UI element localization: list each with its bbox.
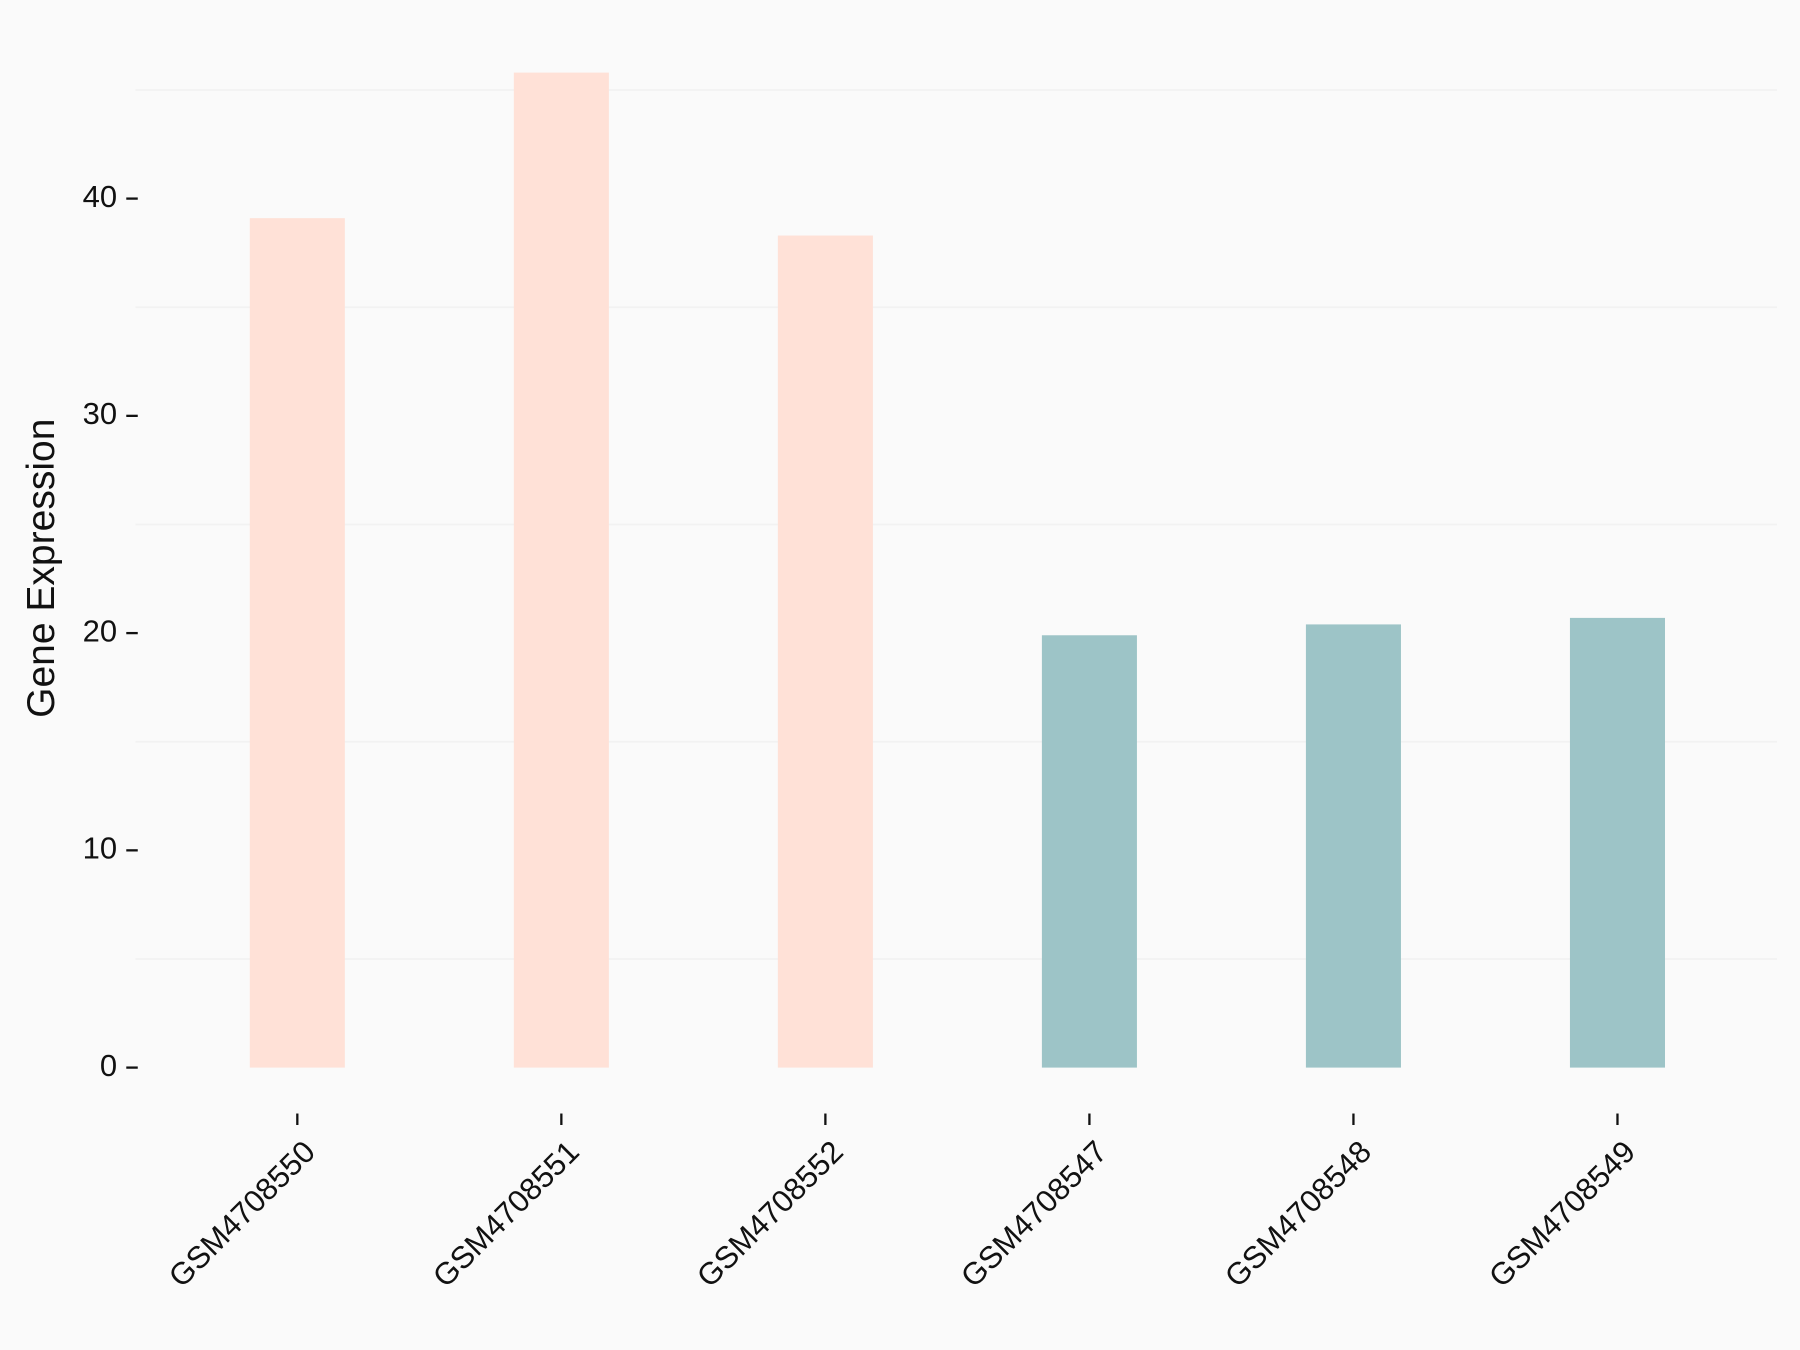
y-tick-label: 0 bbox=[100, 1048, 117, 1083]
bar bbox=[1305, 624, 1401, 1068]
bar bbox=[1569, 617, 1665, 1068]
y-tick-label: 30 bbox=[83, 396, 117, 431]
bar bbox=[1041, 635, 1137, 1068]
y-tick-label: 20 bbox=[83, 613, 117, 648]
bar bbox=[777, 235, 873, 1068]
y-tick-label: 10 bbox=[83, 831, 117, 866]
y-axis-label: Gene Expression bbox=[20, 419, 63, 718]
bar bbox=[513, 72, 609, 1068]
y-tick-label: 40 bbox=[83, 179, 117, 214]
bar bbox=[249, 218, 345, 1068]
